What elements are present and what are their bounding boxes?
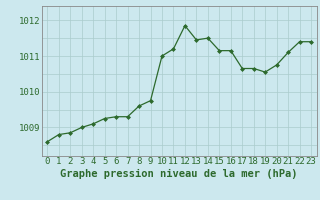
X-axis label: Graphe pression niveau de la mer (hPa): Graphe pression niveau de la mer (hPa) (60, 169, 298, 179)
